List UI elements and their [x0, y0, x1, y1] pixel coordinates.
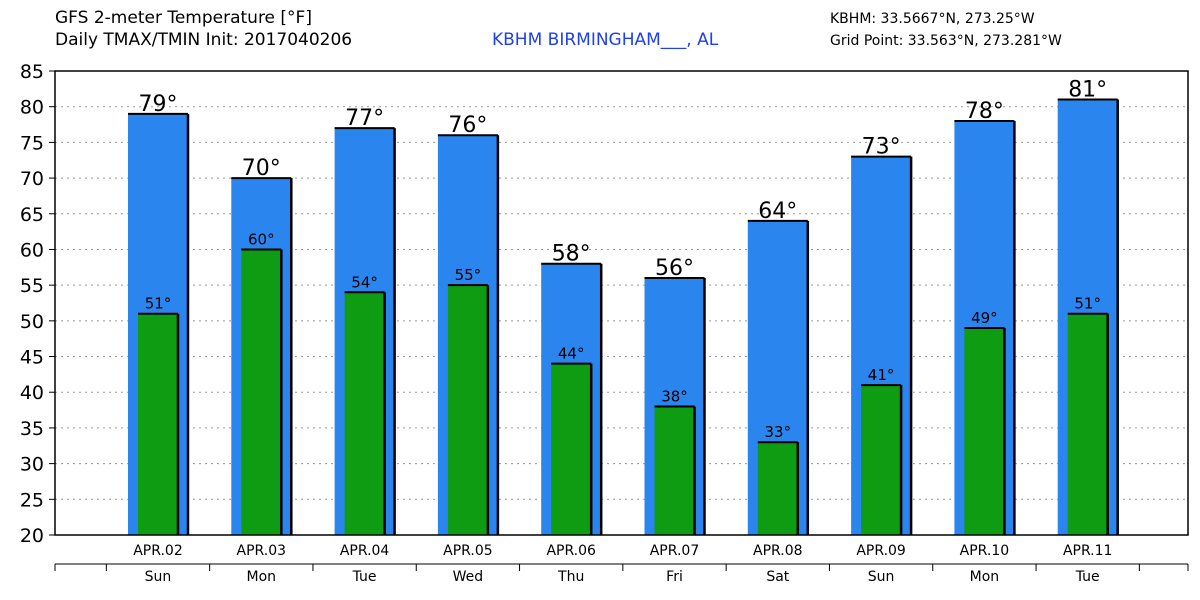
- tmin-bar: [1067, 313, 1108, 535]
- y-tick-label: 50: [20, 311, 44, 333]
- x-tick-label: APR.09: [856, 543, 906, 559]
- x-tick-label: APR.06: [546, 543, 596, 559]
- tmin-label: 49°: [971, 309, 998, 327]
- tmin-bar: [447, 285, 488, 535]
- x-tick-label: APR.05: [443, 543, 493, 559]
- x-tick-label: APR.10: [960, 543, 1010, 559]
- chart-title: GFS 2-meter Temperature [°F]: [55, 8, 312, 28]
- chart-subtitle: Daily TMAX/TMIN Init: 2017040206: [55, 30, 353, 50]
- weekday-label: Wed: [453, 569, 484, 585]
- y-tick-label: 35: [20, 418, 44, 440]
- weekday-label: Mon: [247, 569, 277, 585]
- tmax-label: 81°: [1068, 78, 1107, 103]
- y-tick-label: 40: [20, 382, 44, 404]
- y-tick-label: 75: [20, 132, 44, 154]
- y-tick-label: 85: [20, 61, 44, 83]
- tmax-label: 78°: [965, 99, 1004, 124]
- x-tick-label: APR.04: [340, 543, 390, 559]
- y-tick-label: 60: [20, 239, 44, 261]
- tmin-label: 41°: [868, 366, 895, 384]
- x-tick-label: APR.07: [650, 543, 700, 559]
- tmax-label: 64°: [758, 199, 797, 224]
- tmin-bar: [551, 363, 592, 535]
- x-tick-label: APR.03: [237, 543, 287, 559]
- tmax-label: 70°: [242, 156, 281, 181]
- station-name: KBHM BIRMINGHAM___, AL: [492, 30, 719, 50]
- tmin-label: 60°: [248, 230, 275, 248]
- y-tick-label: 25: [20, 489, 44, 511]
- y-tick-label: 70: [20, 168, 44, 190]
- tmin-bar: [654, 406, 695, 535]
- tmax-label: 76°: [448, 113, 487, 138]
- tmin-bar: [757, 442, 798, 535]
- x-tick-label: APR.02: [133, 543, 183, 559]
- weekday-label: Tue: [352, 569, 377, 585]
- tmin-bar: [964, 327, 1005, 535]
- tmin-label: 38°: [661, 388, 688, 406]
- tmin-label: 51°: [145, 295, 172, 313]
- weekday-label: Fri: [666, 569, 683, 585]
- weekday-label: Sat: [766, 569, 789, 585]
- tmax-label: 58°: [552, 242, 591, 267]
- tmax-label: 77°: [345, 106, 384, 131]
- tmin-bar: [138, 313, 178, 535]
- tmin-label: 54°: [351, 273, 378, 291]
- y-tick-label: 20: [20, 525, 44, 547]
- tmin-bar: [344, 292, 385, 535]
- weekday-label: Tue: [1075, 569, 1100, 585]
- tmax-label: 79°: [139, 92, 178, 117]
- weekday-label: Sun: [868, 569, 895, 585]
- tmax-label: 56°: [655, 256, 694, 281]
- grid-point-coordinates: Grid Point: 33.563°N, 273.281°W: [830, 33, 1062, 49]
- tmin-label: 33°: [765, 423, 792, 441]
- y-tick-label: 30: [20, 454, 44, 476]
- tmin-label: 44°: [558, 345, 585, 363]
- tmax-label: 73°: [862, 135, 901, 160]
- weekday-label: Mon: [970, 569, 1000, 585]
- tmin-label: 55°: [455, 266, 482, 284]
- tmin-bar: [861, 385, 902, 535]
- plot-frame: [54, 70, 1189, 536]
- x-tick-label: APR.11: [1063, 543, 1113, 559]
- station-coordinates: KBHM: 33.5667°N, 273.25°W: [830, 11, 1035, 27]
- tmin-label: 51°: [1074, 295, 1101, 313]
- x-tick-label: APR.08: [753, 543, 803, 559]
- y-tick-label: 55: [20, 275, 44, 297]
- tmin-bar: [241, 249, 282, 535]
- y-tick-label: 80: [20, 97, 44, 119]
- weekday-label: Thu: [557, 569, 584, 585]
- weekday-label: Sun: [145, 569, 172, 585]
- y-tick-label: 45: [20, 347, 44, 369]
- y-tick-label: 65: [20, 204, 44, 226]
